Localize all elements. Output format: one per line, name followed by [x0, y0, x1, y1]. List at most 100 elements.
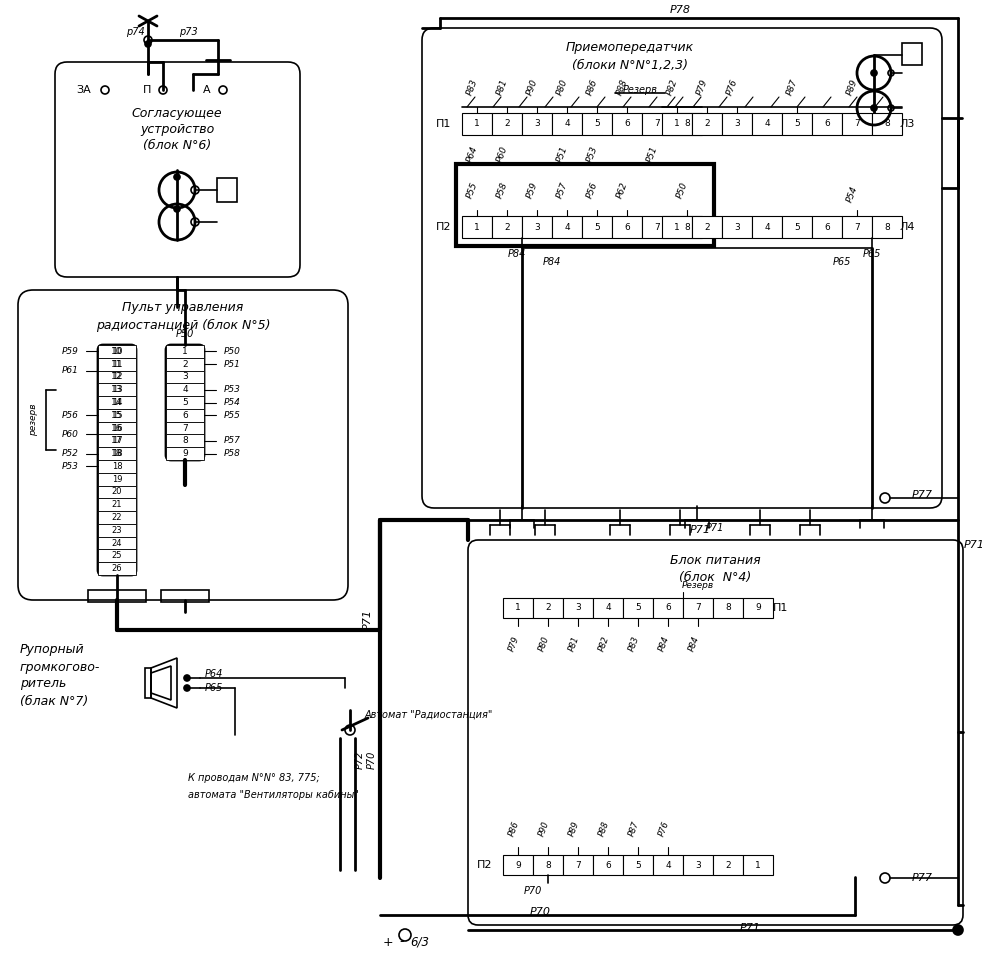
Text: р74: р74: [126, 27, 144, 37]
Bar: [98, 345, 136, 358]
Bar: [217, 178, 237, 202]
Bar: [98, 537, 136, 550]
Text: P8б: P8б: [585, 78, 599, 96]
Text: 4: 4: [764, 120, 770, 128]
Text: 5: 5: [794, 223, 800, 232]
Bar: [145, 668, 151, 698]
Text: 5: 5: [594, 223, 600, 232]
Text: 9: 9: [516, 860, 520, 870]
Text: P82: P82: [597, 635, 611, 653]
Text: P83: P83: [464, 78, 479, 96]
Text: P51: P51: [224, 360, 241, 369]
Text: р73: р73: [179, 27, 197, 37]
Text: P84: P84: [508, 249, 526, 259]
Bar: [872, 113, 902, 135]
Text: -: -: [400, 935, 405, 949]
Text: 12: 12: [111, 373, 123, 381]
Text: P56: P56: [585, 181, 599, 199]
Text: 7: 7: [695, 603, 701, 612]
Text: 17: 17: [112, 436, 123, 446]
Text: 6: 6: [625, 223, 629, 232]
Bar: [842, 113, 872, 135]
Bar: [653, 598, 683, 618]
Bar: [503, 855, 533, 875]
Text: P70: P70: [529, 907, 551, 917]
Text: 11: 11: [112, 360, 122, 369]
Text: 24: 24: [112, 539, 122, 548]
Text: Резерв: Резерв: [682, 582, 714, 591]
Text: P78: P78: [670, 5, 690, 15]
Text: ритель: ритель: [20, 677, 67, 691]
Text: P65: P65: [863, 249, 881, 259]
Text: P50: P50: [224, 347, 241, 356]
Text: P71: P71: [964, 540, 982, 550]
Bar: [522, 216, 552, 238]
Bar: [462, 113, 492, 135]
Text: 5: 5: [635, 603, 641, 612]
Bar: [752, 113, 782, 135]
Bar: [98, 486, 136, 498]
Bar: [552, 216, 582, 238]
Text: 10: 10: [111, 347, 123, 356]
Text: 3: 3: [695, 860, 701, 870]
Bar: [88, 590, 146, 602]
Text: P60: P60: [495, 145, 509, 163]
Bar: [683, 855, 713, 875]
Text: P90: P90: [537, 820, 551, 838]
Text: P65: P65: [833, 257, 851, 267]
Text: P84: P84: [543, 257, 561, 267]
Text: P50: P50: [176, 329, 194, 339]
Text: 5: 5: [182, 398, 188, 407]
Circle shape: [174, 174, 180, 180]
Bar: [492, 216, 522, 238]
Bar: [98, 358, 136, 371]
Bar: [98, 383, 136, 396]
Text: 7: 7: [654, 223, 660, 232]
Text: 1: 1: [182, 347, 188, 356]
Text: радиостанцией (блок N°5): радиостанцией (блок N°5): [96, 318, 270, 332]
Text: P90: P90: [525, 78, 539, 96]
Text: 21: 21: [112, 500, 122, 509]
Text: 6: 6: [824, 223, 830, 232]
Text: 3: 3: [735, 223, 739, 232]
Text: 2: 2: [183, 360, 188, 369]
Text: P59: P59: [62, 347, 79, 356]
Text: P70: P70: [367, 751, 377, 770]
Text: 15: 15: [111, 411, 123, 419]
Bar: [98, 396, 136, 409]
Bar: [812, 216, 842, 238]
Text: 17: 17: [111, 436, 123, 446]
Text: P62: P62: [615, 181, 629, 199]
Bar: [166, 396, 204, 409]
Text: P55: P55: [464, 181, 479, 199]
Bar: [872, 216, 902, 238]
Text: P58: P58: [495, 181, 509, 199]
Text: 18: 18: [111, 450, 123, 458]
Text: резерв: резерв: [29, 404, 38, 436]
Circle shape: [871, 70, 877, 76]
Text: 3: 3: [182, 373, 188, 381]
Text: P89: P89: [845, 78, 859, 96]
Text: P84: P84: [657, 635, 671, 653]
Bar: [166, 421, 204, 434]
Bar: [722, 113, 752, 135]
Text: P71: P71: [739, 923, 760, 933]
Text: 16: 16: [111, 423, 123, 433]
Text: P81: P81: [495, 78, 509, 96]
Text: P71: P71: [706, 523, 724, 533]
Text: P51: P51: [645, 145, 659, 163]
Text: 1: 1: [755, 860, 761, 870]
Text: P61: P61: [62, 366, 79, 375]
Text: 7: 7: [854, 223, 860, 232]
Circle shape: [174, 206, 180, 212]
Bar: [713, 598, 743, 618]
Text: P59: P59: [525, 181, 539, 199]
Bar: [98, 460, 136, 473]
Text: P87: P87: [785, 78, 799, 96]
Text: А: А: [203, 85, 211, 95]
Bar: [623, 598, 653, 618]
Text: 9: 9: [182, 450, 188, 458]
Text: 20: 20: [112, 487, 122, 496]
Bar: [98, 550, 136, 562]
Text: P57: P57: [224, 436, 241, 446]
